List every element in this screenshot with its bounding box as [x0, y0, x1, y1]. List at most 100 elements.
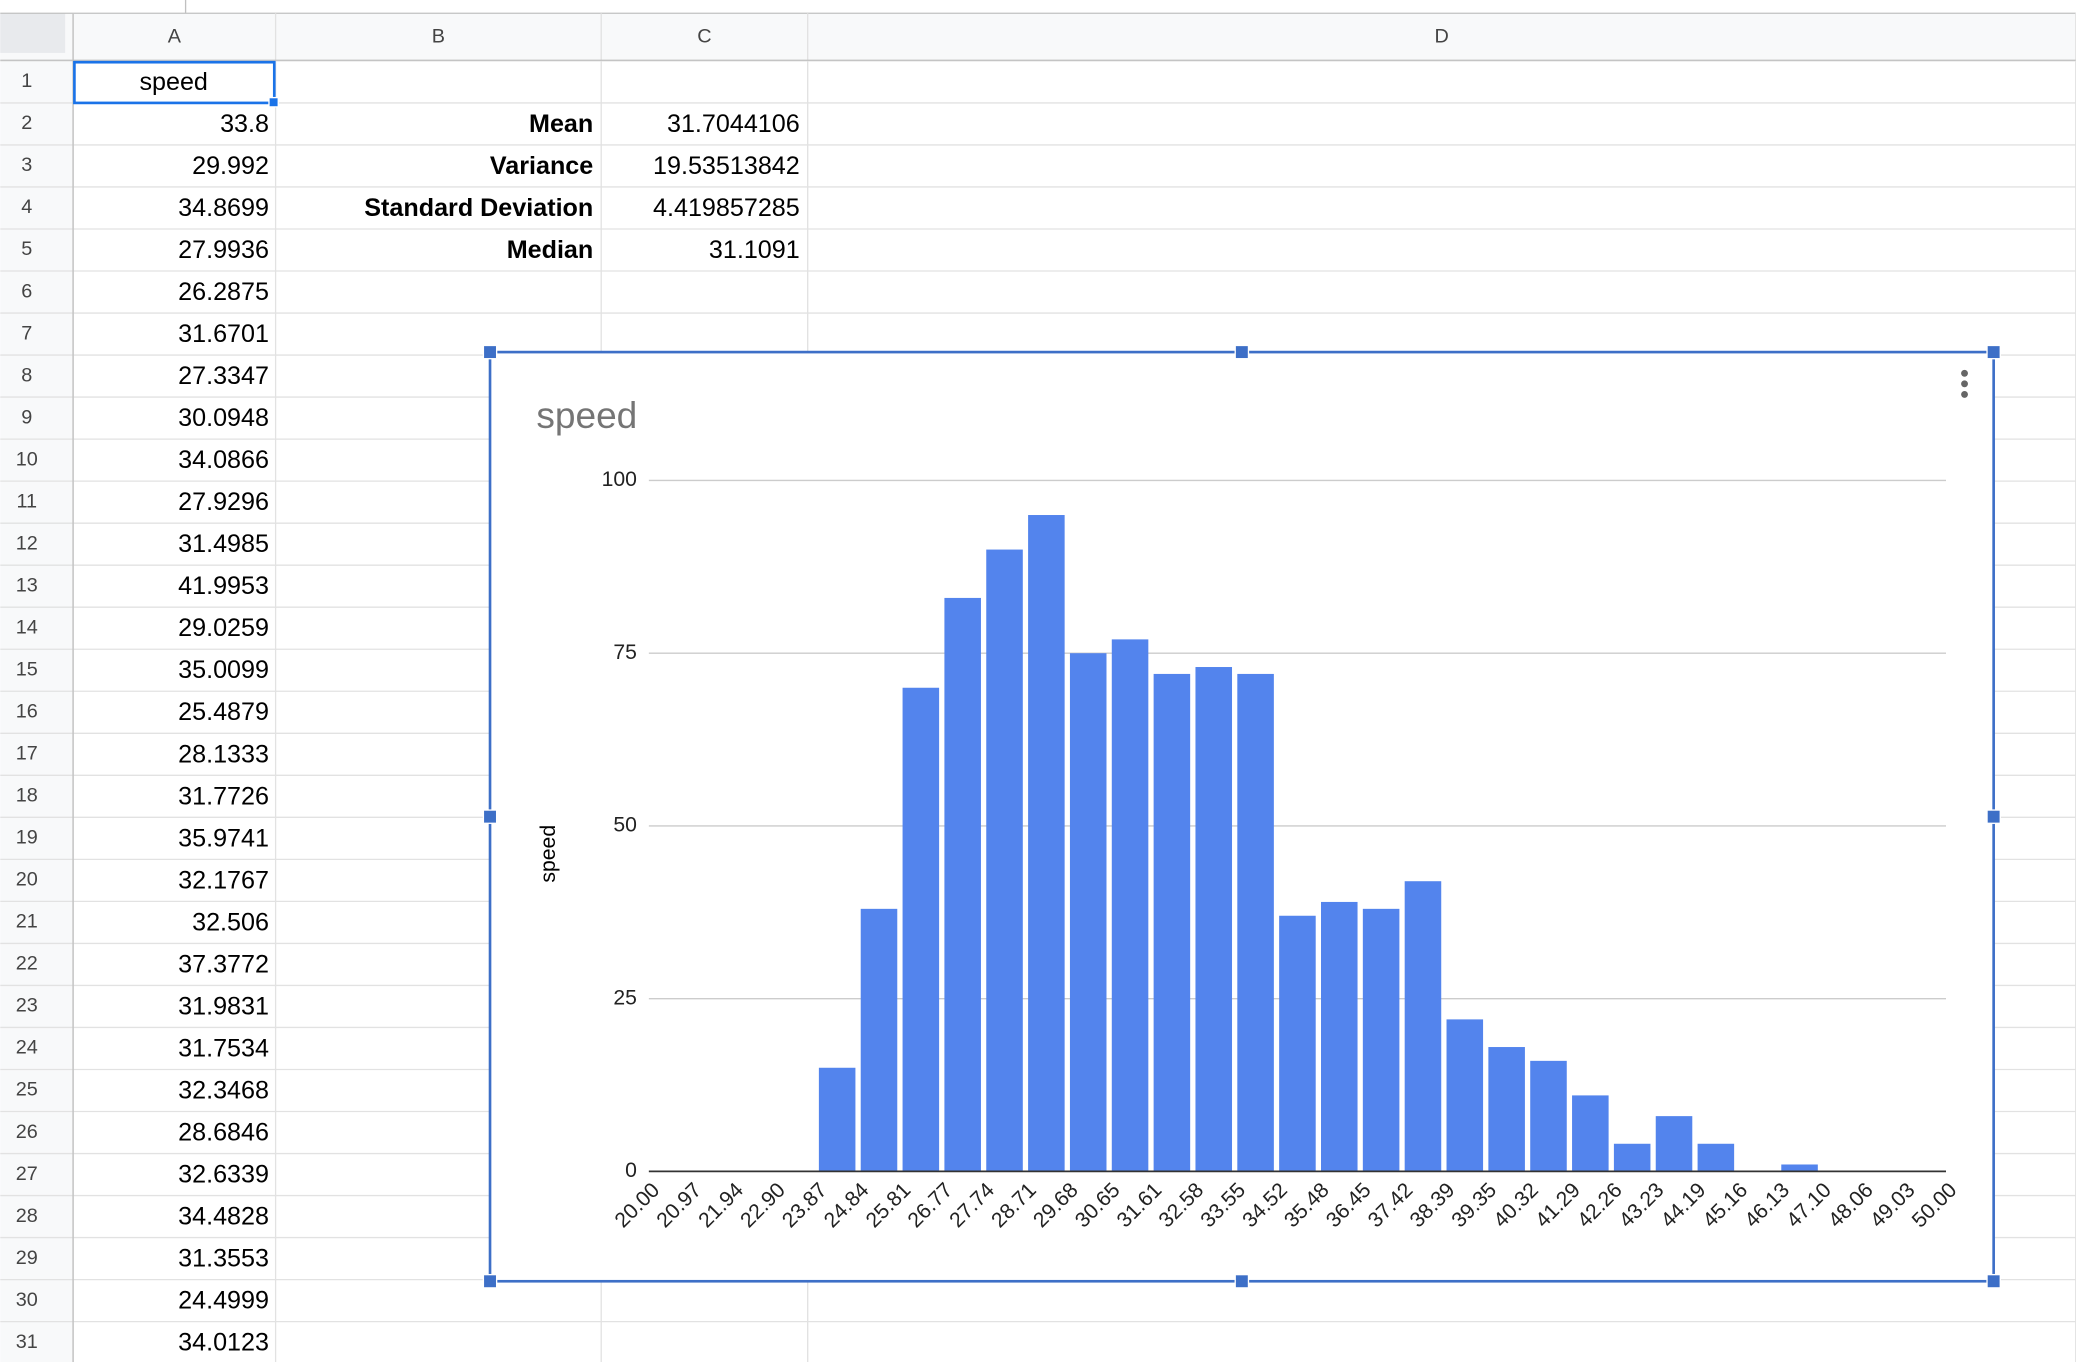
cell[interactable]: 30.0948: [178, 404, 269, 432]
cell[interactable]: 31.4985: [178, 530, 269, 558]
row-header[interactable]: 4: [21, 196, 32, 218]
cell[interactable]: 31.6701: [178, 320, 269, 348]
cell[interactable]: 24.4999: [178, 1287, 269, 1315]
row-header[interactable]: 24: [16, 1037, 38, 1059]
column-header[interactable]: B: [432, 25, 445, 47]
resize-handle[interactable]: [1986, 1273, 2001, 1289]
row-header[interactable]: 9: [21, 406, 32, 428]
cell[interactable]: 31.1091: [709, 236, 800, 264]
cell[interactable]: 28.6846: [178, 1118, 269, 1146]
chart-title: speed: [536, 394, 637, 436]
bar: [818, 1067, 856, 1172]
cell[interactable]: 28.1333: [178, 740, 269, 768]
cell[interactable]: 34.0123: [178, 1329, 269, 1357]
cell[interactable]: 37.3772: [178, 950, 269, 978]
row-header[interactable]: 16: [16, 701, 38, 723]
row-header[interactable]: 21: [16, 911, 38, 933]
row-header[interactable]: 11: [16, 490, 37, 512]
cell[interactable]: 31.7044106: [667, 110, 800, 138]
resize-handle[interactable]: [482, 1273, 498, 1289]
cell[interactable]: 31.9831: [178, 992, 269, 1020]
cell[interactable]: 31.7726: [178, 782, 269, 810]
cell[interactable]: 33.8: [220, 110, 269, 138]
cell[interactable]: 31.7534: [178, 1034, 269, 1062]
resize-handle[interactable]: [1234, 1273, 1250, 1289]
row-header[interactable]: 23: [16, 995, 38, 1017]
row-header[interactable]: 2: [21, 112, 32, 134]
cell[interactable]: 35.0099: [178, 656, 269, 684]
chart[interactable]: speedspeed025507510020.0020.9721.9422.90…: [482, 344, 2001, 1289]
row-header[interactable]: 7: [21, 322, 32, 344]
cell[interactable]: 27.3347: [178, 362, 269, 390]
cell[interactable]: 19.53513842: [653, 152, 800, 180]
row-header[interactable]: 29: [16, 1247, 38, 1269]
row-header[interactable]: 8: [21, 364, 32, 386]
bar: [1488, 1047, 1525, 1172]
cell[interactable]: speed: [139, 68, 207, 96]
row-header[interactable]: 1: [21, 70, 32, 92]
row-header[interactable]: 25: [16, 1079, 38, 1101]
resize-handle[interactable]: [1986, 344, 2001, 360]
cell[interactable]: 35.9741: [178, 824, 269, 852]
row-header[interactable]: 13: [16, 574, 38, 596]
cell[interactable]: 41.9953: [178, 572, 269, 600]
cell[interactable]: 32.1767: [178, 866, 269, 894]
row-header[interactable]: 26: [16, 1121, 38, 1143]
bar: [1613, 1143, 1651, 1172]
cell[interactable]: 27.9936: [178, 236, 269, 264]
bar: [944, 597, 981, 1172]
column-header[interactable]: A: [168, 25, 182, 47]
row-header[interactable]: 10: [16, 448, 38, 470]
row-header[interactable]: 3: [21, 154, 32, 176]
bar: [1069, 653, 1107, 1172]
row-header[interactable]: 18: [16, 785, 38, 807]
resize-handle[interactable]: [1234, 344, 1250, 360]
row-header[interactable]: 19: [16, 827, 38, 849]
resize-handle[interactable]: [482, 344, 498, 360]
cell[interactable]: Standard Deviation: [364, 194, 593, 222]
cell[interactable]: 34.8699: [178, 194, 269, 222]
y-tick-label: 75: [613, 641, 637, 664]
row-header[interactable]: 5: [21, 238, 32, 260]
cell[interactable]: 34.4828: [178, 1203, 269, 1231]
cell[interactable]: 32.3468: [178, 1076, 269, 1104]
row-header[interactable]: 22: [16, 953, 38, 975]
cell[interactable]: 32.506: [192, 908, 269, 936]
column-header[interactable]: D: [1435, 25, 1449, 47]
row-header[interactable]: 12: [16, 532, 38, 554]
cell[interactable]: 32.6339: [178, 1161, 269, 1189]
bar: [1697, 1143, 1735, 1172]
cell[interactable]: 29.0259: [178, 614, 269, 642]
bar: [986, 549, 1023, 1172]
cell[interactable]: 4.419857285: [653, 194, 800, 222]
menu-dot[interactable]: [1961, 369, 1968, 377]
cell[interactable]: 31.3553: [178, 1245, 269, 1273]
cell[interactable]: 29.992: [192, 152, 269, 180]
row-header[interactable]: 17: [16, 743, 38, 765]
cell[interactable]: 27.9296: [178, 488, 269, 516]
cell[interactable]: 34.0866: [178, 446, 269, 474]
row-header[interactable]: 28: [16, 1205, 38, 1227]
row-header[interactable]: 30: [16, 1289, 38, 1311]
row-header[interactable]: 6: [21, 280, 32, 302]
row-header[interactable]: 15: [16, 658, 38, 680]
resize-handle[interactable]: [1986, 809, 2001, 824]
menu-dot[interactable]: [1961, 390, 1968, 398]
fill-handle[interactable]: [268, 96, 279, 108]
cell[interactable]: Mean: [529, 110, 593, 138]
cell[interactable]: Variance: [490, 152, 593, 180]
cell[interactable]: 26.2875: [178, 278, 269, 306]
row-header[interactable]: 27: [16, 1163, 38, 1185]
cell[interactable]: Median: [507, 236, 594, 264]
y-tick-label: 50: [613, 814, 637, 837]
column-header[interactable]: C: [697, 25, 711, 47]
resize-handle[interactable]: [482, 809, 498, 824]
row-header[interactable]: 14: [16, 616, 38, 638]
menu-dot[interactable]: [1961, 380, 1968, 388]
select-all[interactable]: [0, 13, 66, 53]
row-header[interactable]: 31: [16, 1331, 38, 1353]
cell[interactable]: 25.4879: [178, 698, 269, 726]
row-header[interactable]: 20: [16, 869, 38, 891]
